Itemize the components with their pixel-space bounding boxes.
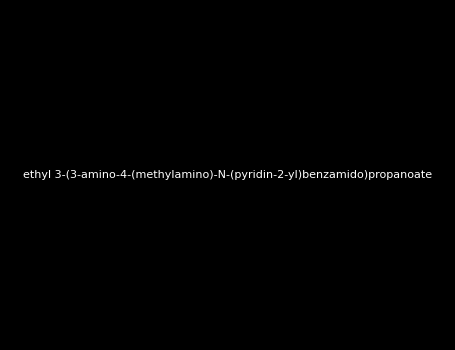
Text: ethyl 3-(3-amino-4-(methylamino)-N-(pyridin-2-yl)benzamido)propanoate: ethyl 3-(3-amino-4-(methylamino)-N-(pyri…	[23, 170, 432, 180]
